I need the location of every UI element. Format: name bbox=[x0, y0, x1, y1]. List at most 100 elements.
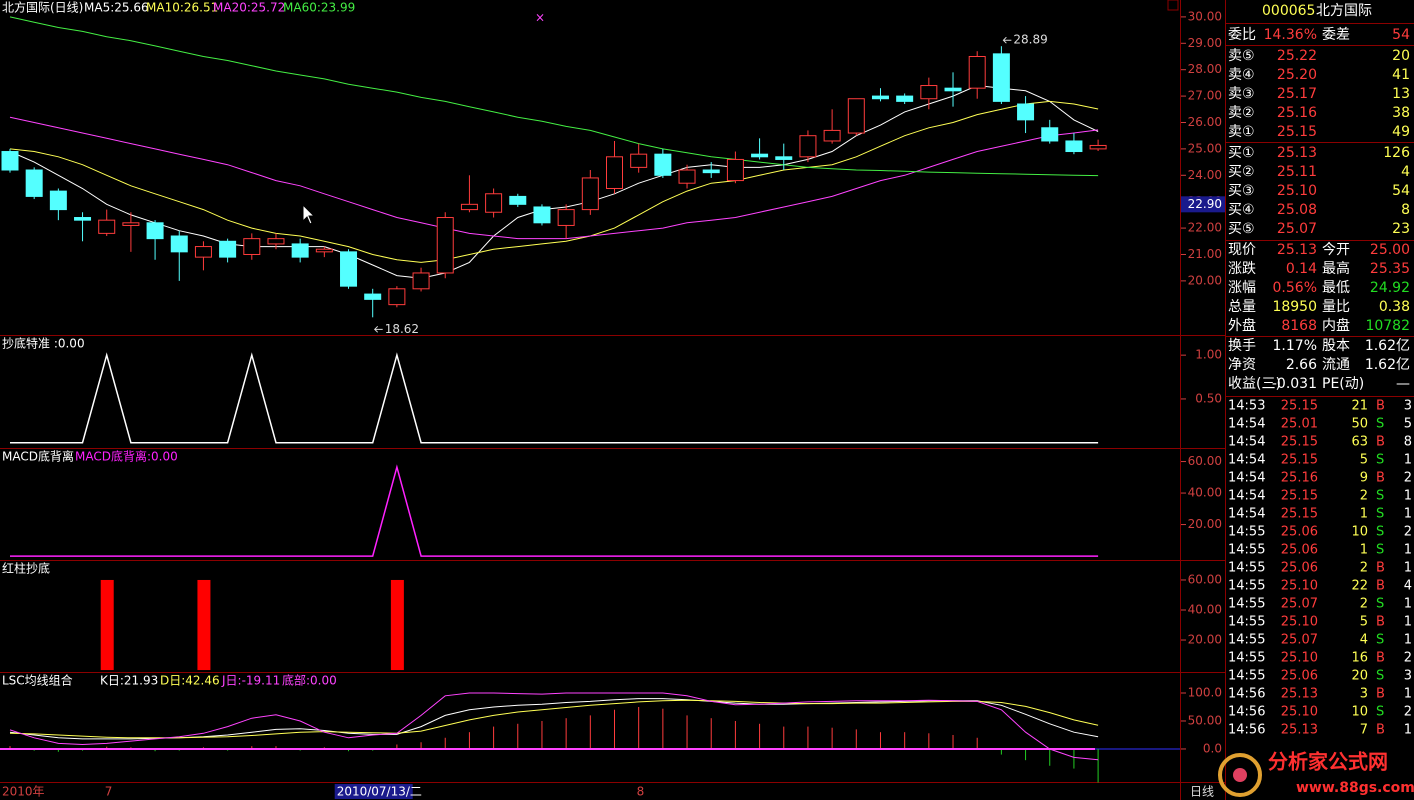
trade-cell: 16 bbox=[1351, 651, 1368, 666]
candle-body bbox=[726, 158, 744, 182]
candle-body bbox=[243, 238, 261, 255]
kdj-line bbox=[9, 692, 1099, 761]
candle-body bbox=[751, 153, 769, 158]
trade-cell: 14:56 bbox=[1228, 687, 1265, 702]
stat-label: 今开 bbox=[1322, 242, 1350, 258]
trade-cell: 1 bbox=[1360, 543, 1368, 558]
order-price: 25.17 bbox=[1277, 86, 1317, 102]
trade-cell: 3 bbox=[1360, 687, 1368, 702]
ma-label: MA20:25.72 bbox=[213, 1, 285, 15]
stat-label: 量比 bbox=[1322, 299, 1350, 315]
order-price: 25.07 bbox=[1277, 221, 1317, 237]
trade-cell: 14:56 bbox=[1228, 723, 1265, 738]
trade-cell: S bbox=[1376, 633, 1384, 648]
candle-body bbox=[98, 219, 116, 234]
candle-body bbox=[992, 53, 1010, 102]
candle-body bbox=[122, 222, 140, 226]
cursor-price: 22.90 bbox=[1188, 197, 1222, 211]
y-tick-label: 60.00 bbox=[1188, 454, 1222, 468]
trade-cell: 25.10 bbox=[1281, 651, 1318, 666]
stat-value: 0.38 bbox=[1379, 299, 1410, 315]
panel-title: LSC均线组合 bbox=[2, 673, 73, 688]
stat-label: 涨幅 bbox=[1228, 280, 1256, 296]
stat-label: PE(动) bbox=[1322, 376, 1364, 392]
chart-title: 北方国际(日线) bbox=[2, 0, 83, 15]
trade-cell: 63 bbox=[1351, 435, 1368, 450]
window-button[interactable] bbox=[1167, 0, 1179, 11]
trade-cell: 3 bbox=[1404, 399, 1412, 414]
candle-body bbox=[388, 288, 406, 306]
trade-cell: S bbox=[1376, 525, 1384, 540]
stat-label: 最高 bbox=[1322, 260, 1350, 277]
trade-cell: 2 bbox=[1360, 489, 1368, 504]
candle-body bbox=[1041, 127, 1059, 142]
trade-cell: 14:53 bbox=[1228, 399, 1265, 414]
candle-body bbox=[799, 135, 817, 158]
date-highlight bbox=[334, 784, 413, 799]
trade-cell: 25.06 bbox=[1281, 561, 1318, 576]
ma-line bbox=[9, 84, 1099, 279]
stat-value: 24.92 bbox=[1370, 280, 1410, 296]
x-axis-start: 2010年 bbox=[2, 785, 45, 799]
y-tick-label: 30.00 bbox=[1188, 9, 1222, 23]
stat-value: 18950 bbox=[1272, 299, 1317, 315]
stat-label: 净资 bbox=[1228, 357, 1256, 373]
trade-cell: 1 bbox=[1404, 597, 1412, 612]
candle-body bbox=[581, 177, 599, 211]
trade-cell: 14:55 bbox=[1228, 579, 1265, 594]
candle-body bbox=[968, 55, 986, 89]
trade-cell: 9 bbox=[1360, 471, 1368, 486]
cursor-price-box bbox=[1181, 196, 1225, 213]
trade-cell: B bbox=[1376, 651, 1385, 666]
watermark: 分析家公式网 www.88gs.com bbox=[1218, 750, 1414, 797]
watermark-logo-dot bbox=[1233, 768, 1247, 782]
candle-body bbox=[170, 235, 188, 253]
indicator-label: J日:-19.11 bbox=[221, 674, 280, 688]
trade-cell: 25.07 bbox=[1281, 633, 1318, 648]
order-price: 25.15 bbox=[1277, 124, 1317, 140]
order-label: 卖① bbox=[1228, 124, 1255, 140]
trade-cell: 14:54 bbox=[1228, 417, 1265, 432]
y-tick-label: 1.00 bbox=[1195, 348, 1222, 362]
trade-cell: 2 bbox=[1404, 705, 1412, 720]
trade-cell: 25.13 bbox=[1281, 723, 1318, 738]
y-tick-label: 21.00 bbox=[1188, 247, 1222, 261]
y-tick-label: 28.00 bbox=[1188, 62, 1222, 76]
order-volume: 8 bbox=[1401, 202, 1410, 218]
candle-body bbox=[146, 222, 164, 240]
watermark-name: 分析家公式网 bbox=[1268, 750, 1388, 774]
trade-cell: 50 bbox=[1351, 417, 1368, 432]
stat-label: 外盘 bbox=[1228, 317, 1256, 334]
indicator-bar bbox=[197, 579, 211, 671]
trade-cell: 2 bbox=[1404, 525, 1412, 540]
trade-cell: 25.13 bbox=[1281, 687, 1318, 702]
candle-body bbox=[775, 156, 793, 160]
order-volume: 23 bbox=[1392, 221, 1410, 237]
y-tick-label: 60.00 bbox=[1188, 572, 1222, 586]
candle-body bbox=[49, 190, 67, 211]
candle-body bbox=[944, 87, 962, 92]
stat-value: 1.62亿 bbox=[1365, 338, 1410, 354]
period-label: 日线 bbox=[1190, 785, 1214, 799]
y-tick-label: 40.00 bbox=[1188, 486, 1222, 500]
ma-label: MA5:25.66 bbox=[84, 1, 149, 15]
candle-body bbox=[315, 248, 333, 253]
trade-cell: 1 bbox=[1404, 687, 1412, 702]
y-tick-label: 100.0 bbox=[1188, 685, 1222, 699]
ma-label: MA60:23.99 bbox=[283, 1, 355, 15]
stat-label: 内盘 bbox=[1322, 317, 1350, 334]
stat-label: 总量 bbox=[1228, 299, 1256, 315]
candle-body bbox=[847, 98, 865, 134]
candle-body bbox=[606, 156, 623, 189]
y-tick-label: 40.00 bbox=[1188, 602, 1222, 616]
stat-value: 2.66 bbox=[1286, 357, 1317, 373]
y-tick-label: 20.00 bbox=[1188, 517, 1222, 531]
order-volume: 54 bbox=[1392, 183, 1410, 199]
y-tick-label: 26.00 bbox=[1188, 115, 1222, 129]
stat-label: 收益(三) bbox=[1228, 376, 1281, 392]
price-annotation: 28.89 bbox=[1013, 33, 1047, 47]
order-volume: 49 bbox=[1392, 124, 1410, 140]
stat-label: 股本 bbox=[1322, 338, 1350, 354]
ma-label: MA10:26.51 bbox=[146, 1, 218, 15]
